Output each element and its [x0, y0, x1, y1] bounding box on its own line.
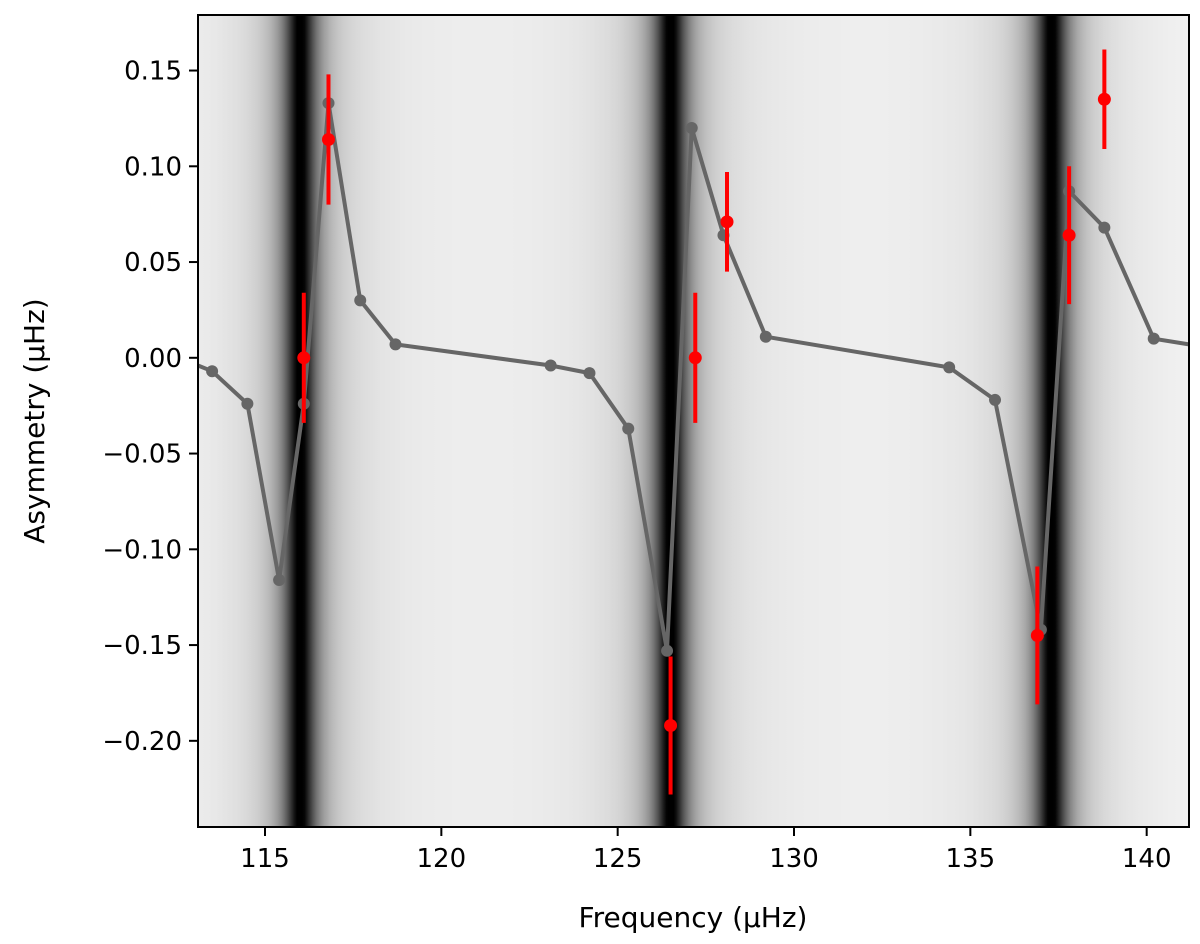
line-point: [759, 330, 772, 343]
line-point: [685, 121, 698, 134]
data-point: [1030, 628, 1044, 642]
series-layer: [197, 49, 1190, 795]
data-point: [688, 351, 702, 365]
data-point: [1097, 92, 1111, 106]
x-tick-label: 140: [1122, 844, 1172, 874]
line-point: [273, 573, 286, 586]
line-point: [389, 338, 402, 351]
data-point: [664, 719, 678, 732]
x-tick-label: 115: [240, 844, 290, 874]
y-axis: 0.15 0.10 0.05 0.00 −0.05 −0.10 −0.15 −0.20: [102, 57, 198, 757]
y-tick-label: 0.10: [124, 152, 182, 182]
line-point: [354, 294, 367, 307]
line-point: [661, 644, 674, 657]
line-point: [583, 367, 596, 380]
x-tick-label: 125: [593, 844, 643, 874]
plot-frame: [197, 14, 1190, 828]
y-tick-label: −0.05: [102, 440, 182, 470]
line-point: [206, 365, 219, 378]
data-point: [1062, 228, 1076, 242]
line-point: [1098, 221, 1111, 234]
y-tick-label: 0.00: [124, 344, 182, 374]
y-tick-label: −0.10: [102, 535, 182, 565]
x-tick-label: 135: [946, 844, 996, 874]
y-tick-label: 0.15: [124, 57, 182, 87]
line-point: [989, 393, 1002, 406]
x-tick-label: 130: [769, 844, 819, 874]
line-point: [1147, 332, 1160, 345]
series-line: [197, 102, 1190, 652]
line-point: [943, 361, 956, 374]
y-axis-label: Asymmetry (μHz): [18, 298, 51, 543]
line-point: [622, 422, 635, 435]
y-tick-label: −0.20: [102, 727, 182, 757]
data-point: [720, 215, 734, 229]
data-point: [321, 132, 335, 146]
y-tick-label: 0.05: [124, 248, 182, 278]
line-point: [241, 397, 254, 410]
data-point: [297, 351, 311, 365]
x-tick-label: 120: [417, 844, 467, 874]
x-axis-label: Frequency (μHz): [579, 901, 808, 934]
y-tick-label: −0.15: [102, 631, 182, 661]
line-point: [544, 359, 557, 372]
x-axis: 115 120 125 130 135 140: [240, 827, 1172, 874]
